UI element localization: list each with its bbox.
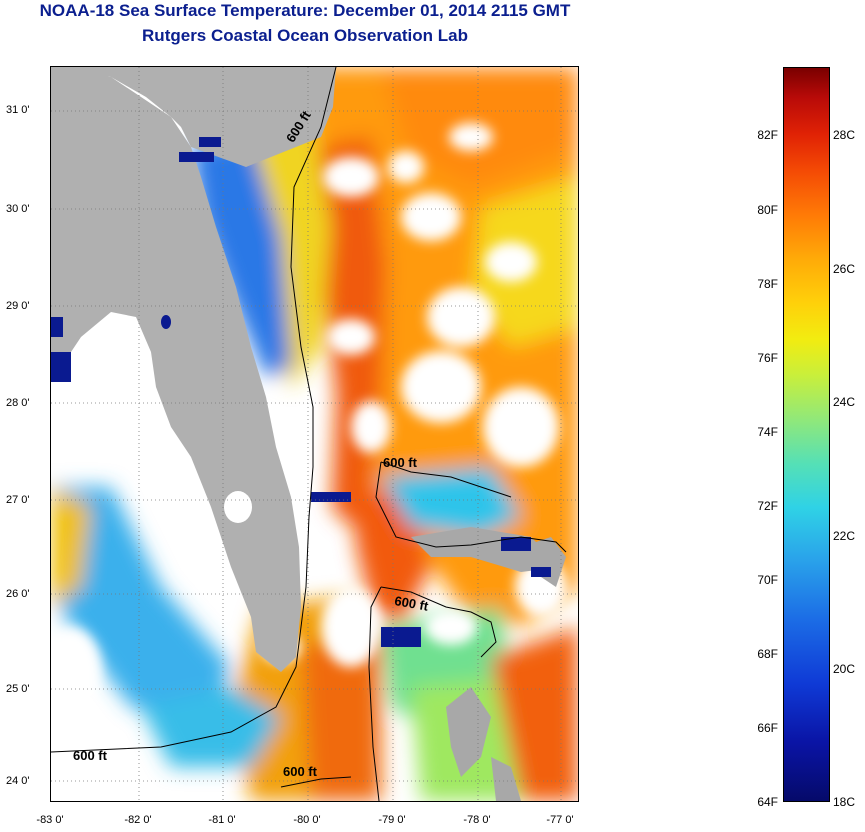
colorbar-c-label: 18C — [833, 795, 856, 809]
cold-coastal-pixels — [51, 137, 551, 647]
colorbar-f-label: 74F — [757, 425, 778, 439]
colorbar-f-label: 66F — [757, 721, 778, 735]
colorbar-c-label: 28C — [833, 128, 856, 142]
lat-label-29: 29 0' — [6, 300, 30, 312]
colorbar-c-label: 22C — [833, 529, 856, 543]
lat-label-28: 28 0' — [6, 397, 30, 409]
lat-label-26: 26 0' — [6, 588, 30, 600]
map-title: NOAA-18 Sea Surface Temperature: Decembe… — [39, 1, 571, 20]
lon-label-79: -79 0' — [378, 814, 406, 826]
lon-label-83: -83 0' — [36, 814, 64, 826]
contour-label-600ft: 600 ft — [383, 455, 417, 470]
colorbar-c-label: 26C — [833, 262, 856, 276]
lat-label-31: 31 0' — [6, 104, 30, 116]
colorbar-f-label: 76F — [757, 351, 778, 365]
florida-land — [51, 67, 336, 672]
isobath-600ft — [51, 67, 567, 801]
lon-label-82: -82 0' — [124, 814, 152, 826]
colorbar-f-label: 78F — [757, 277, 778, 291]
sst-map[interactable] — [50, 66, 579, 802]
colorbar-f-label: 80F — [757, 203, 778, 217]
sst-field — [51, 67, 578, 801]
temperature-colorbar — [783, 67, 830, 802]
lat-label-25: 25 0' — [6, 683, 30, 695]
lat-label-30: 30 0' — [6, 203, 30, 215]
contour-label-600ft: 600 ft — [283, 764, 317, 779]
colorbar-f-label: 68F — [757, 647, 778, 661]
lat-label-24: 24 0' — [6, 775, 30, 787]
lon-label-81: -81 0' — [208, 814, 236, 826]
lon-label-80: -80 0' — [293, 814, 321, 826]
colorbar-c-label: 24C — [833, 395, 856, 409]
colorbar-f-label: 82F — [757, 128, 778, 142]
colorbar-f-label: 72F — [757, 499, 778, 513]
colorbar-f-label: 64F — [757, 795, 778, 809]
sst-map-canvas — [51, 67, 578, 801]
lon-label-77: -77 0' — [546, 814, 574, 826]
lon-label-78: -78 0' — [463, 814, 491, 826]
colorbar-f-label: 70F — [757, 573, 778, 587]
colorbar-c-label: 20C — [833, 662, 856, 676]
contour-label-600ft: 600 ft — [73, 748, 107, 763]
map-subtitle: Rutgers Coastal Ocean Observation Lab — [142, 26, 468, 45]
lat-label-27: 27 0' — [6, 494, 30, 506]
